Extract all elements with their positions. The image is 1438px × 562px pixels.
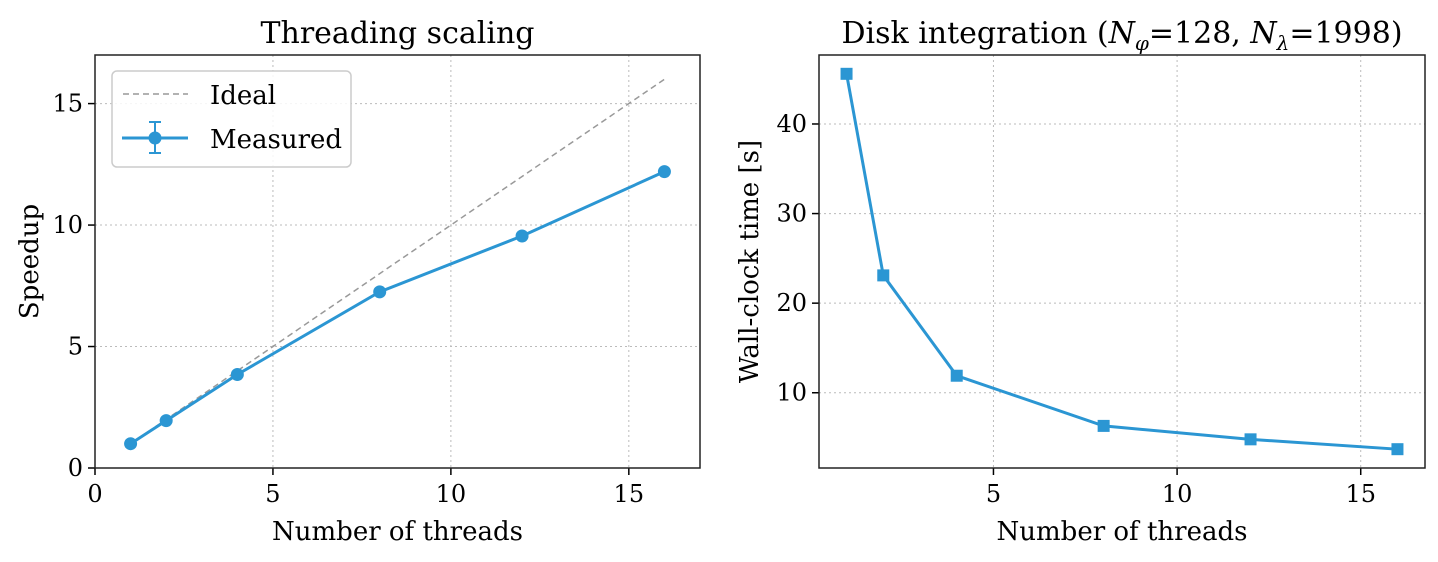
data-point xyxy=(1391,443,1404,456)
data-point xyxy=(840,67,853,80)
y-tick-label: 30 xyxy=(776,200,807,228)
y-tick-label: 15 xyxy=(52,90,83,118)
x-axis-label: Number of threads xyxy=(997,517,1248,547)
data-point xyxy=(373,285,387,299)
data-point xyxy=(657,165,671,179)
legend: Ideal Measured xyxy=(111,70,352,168)
x-tick-label: 15 xyxy=(614,480,645,508)
title-part: =128, xyxy=(1149,16,1250,51)
chart-title: Threading scaling xyxy=(261,16,535,51)
title-part: =1998) xyxy=(1289,16,1402,51)
data-point xyxy=(950,369,963,382)
data-point xyxy=(159,414,173,428)
title-part: Disk integration ( xyxy=(841,16,1108,51)
x-tick-label: 10 xyxy=(1162,480,1193,508)
legend-marker xyxy=(148,131,162,145)
legend-label-measured: Measured xyxy=(210,125,342,155)
series-line xyxy=(129,170,666,445)
data-point xyxy=(877,269,890,282)
y-tick-label: 20 xyxy=(776,289,807,317)
x-axis-label: Number of threads xyxy=(272,517,523,547)
x-tick-label: 5 xyxy=(265,480,280,508)
y-axis-label: Wall-clock time [s] xyxy=(735,140,765,383)
y-tick-label: 40 xyxy=(776,110,807,138)
data-point xyxy=(1097,419,1110,432)
y-axis-label: Speedup xyxy=(15,204,45,319)
data-point xyxy=(124,437,138,451)
data-point xyxy=(1244,433,1257,446)
y-tick-label: 0 xyxy=(68,454,83,482)
legend-frame xyxy=(111,70,352,168)
data-point xyxy=(230,367,244,381)
y-tick-label: 5 xyxy=(68,333,83,361)
title-part: λ xyxy=(1276,31,1290,55)
series-line xyxy=(845,73,1398,451)
chart-title: Disk integration (Nφ=128, Nλ=1998) xyxy=(841,16,1402,55)
title-part: N xyxy=(1108,16,1137,51)
axes-frame xyxy=(818,54,1426,469)
ideal-line xyxy=(130,78,665,445)
y-tick-label: 10 xyxy=(776,379,807,407)
disk-integration-panel: 5 10 15 10 20 30 40 Number of threads Wall-clock… xyxy=(735,16,1426,547)
data-point xyxy=(515,229,529,243)
y-tick-label: 10 xyxy=(52,211,83,239)
x-tick-label: 0 xyxy=(87,480,102,508)
x-tick-label: 15 xyxy=(1345,480,1376,508)
axes-frame xyxy=(94,54,701,469)
threading-scaling-panel: 0 5 10 15 0 5 10 15 Number of threads Speedup Thre… xyxy=(15,16,701,547)
legend-label-ideal: Ideal xyxy=(210,81,276,111)
title-part: φ xyxy=(1135,31,1149,55)
x-tick-label: 5 xyxy=(986,480,1001,508)
x-tick-label: 10 xyxy=(436,480,467,508)
title-part: N xyxy=(1249,16,1278,51)
